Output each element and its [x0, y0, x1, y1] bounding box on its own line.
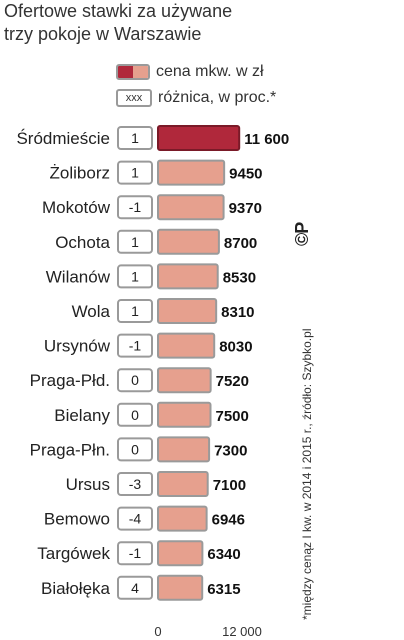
- change-box: [117, 402, 153, 427]
- value-label: 11 600: [244, 131, 289, 148]
- change-box: [117, 506, 153, 531]
- category-label: Śródmieście: [16, 129, 110, 148]
- value-label: 6946: [212, 512, 245, 529]
- category-label: Ursus: [66, 475, 110, 494]
- title-line-1: Ofertowe stawki za używane: [4, 1, 233, 21]
- change-box: [117, 264, 153, 289]
- change-box: [117, 299, 153, 323]
- change-box: [117, 229, 153, 254]
- legend-diff: xxx różnica, w proc.*: [116, 88, 276, 108]
- chart-title: Ofertowe stawki za używane trzy pokoje w…: [4, 0, 232, 46]
- bar: [157, 505, 208, 532]
- bar: [157, 367, 212, 394]
- change-value: -1: [129, 199, 142, 215]
- change-value: -4: [129, 511, 142, 527]
- copyright-mark: ©P: [292, 222, 312, 246]
- change-value: 1: [131, 165, 139, 181]
- bar: [157, 298, 218, 324]
- x-tick-label: 0: [154, 624, 161, 639]
- value-label: 7520: [216, 373, 249, 390]
- bar: [157, 194, 225, 221]
- bar: [157, 125, 241, 151]
- change-value: 1: [131, 303, 139, 319]
- change-box: [117, 160, 153, 185]
- change-value: 1: [131, 130, 139, 146]
- category-label: Praga-Płd.: [30, 371, 110, 390]
- change-value: 0: [131, 441, 139, 457]
- bar: [157, 228, 220, 255]
- change-box: [117, 575, 153, 600]
- category-label: Bielany: [54, 406, 110, 425]
- bar: [157, 263, 219, 290]
- footnote: *między cenąz I kw. w 2014 i 2015 r., źr…: [300, 328, 314, 620]
- bar: [157, 471, 209, 497]
- change-value: 4: [131, 580, 139, 596]
- bar: [157, 540, 204, 567]
- category-label: Ursynów: [44, 337, 111, 356]
- value-label: 8700: [224, 235, 257, 252]
- title-line-2: trzy pokoje w Warszawie: [4, 24, 202, 44]
- change-value: 1: [131, 234, 139, 250]
- change-box: [117, 195, 153, 220]
- legend-diff-box: xxx: [116, 89, 152, 107]
- legend-diff-label: różnica, w proc.*: [158, 89, 277, 106]
- bar: [157, 574, 204, 601]
- bar: [157, 401, 212, 428]
- category-label: Białołęka: [41, 579, 111, 598]
- x-tick-label: 12 000: [222, 624, 262, 639]
- legend-price-swatch: [116, 64, 150, 80]
- value-label: 8310: [221, 304, 254, 321]
- value-label: 7500: [216, 408, 249, 425]
- value-label: 7300: [214, 442, 247, 459]
- value-label: 9370: [229, 200, 262, 217]
- value-label: 6340: [207, 546, 240, 563]
- category-label: Praga-Płn.: [30, 440, 110, 459]
- change-value: 1: [131, 268, 139, 284]
- change-value: 0: [131, 407, 139, 423]
- change-value: -3: [129, 476, 142, 492]
- bar: [157, 436, 211, 463]
- category-label: Mokotów: [42, 198, 111, 217]
- category-label: Wola: [72, 302, 111, 321]
- change-box: [117, 437, 153, 462]
- value-label: 6315: [207, 581, 240, 598]
- category-label: Ochota: [55, 233, 110, 252]
- category-label: Bemowo: [44, 510, 110, 529]
- change-box: [117, 541, 153, 566]
- category-label: Żoliborz: [50, 164, 110, 183]
- legend-price-label: cena mkw. w zł: [156, 63, 264, 80]
- change-box: [117, 368, 153, 393]
- change-box: [117, 126, 153, 150]
- value-label: 7100: [213, 477, 246, 494]
- legend-price: cena mkw. w zł: [116, 62, 264, 82]
- category-label: Targówek: [37, 544, 110, 563]
- change-value: -1: [129, 545, 142, 561]
- change-value: 0: [131, 372, 139, 388]
- change-box: [117, 333, 153, 358]
- change-value: -1: [129, 338, 142, 354]
- value-label: 8530: [223, 269, 256, 286]
- value-label: 8030: [219, 339, 252, 356]
- category-label: Wilanów: [46, 267, 111, 286]
- change-box: [117, 472, 153, 496]
- value-label: 9450: [229, 166, 262, 183]
- bar: [157, 159, 226, 186]
- bar: [157, 332, 216, 359]
